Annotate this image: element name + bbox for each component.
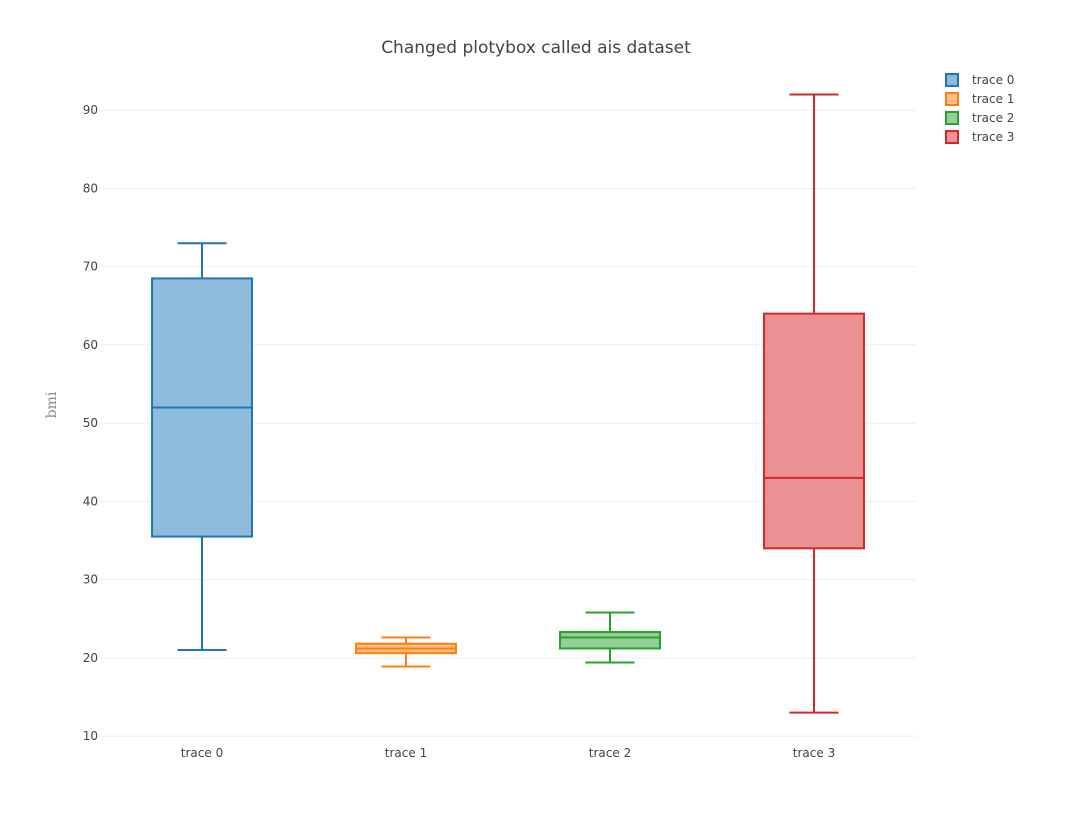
iqr-box — [763, 312, 865, 550]
legend-swatch — [945, 111, 959, 125]
box-trace-3[interactable] — [763, 93, 865, 714]
legend[interactable]: trace 0 trace 1 trace 2 trace 3 — [945, 73, 1014, 144]
box-traces — [151, 93, 865, 714]
legend-swatch — [945, 73, 959, 87]
legend-label: trace 3 — [972, 130, 1014, 144]
legend-item-2[interactable]: trace 2 — [945, 111, 1014, 125]
y-tick-label-50: 50 — [83, 416, 98, 430]
x-axis-ticks: trace 0 trace 1 trace 2 trace 3 — [181, 746, 835, 760]
legend-label: trace 1 — [972, 92, 1014, 106]
legend-item-0[interactable]: trace 0 — [945, 73, 1014, 87]
y-tick-label-70: 70 — [83, 260, 98, 274]
y-tick-label-40: 40 — [83, 494, 98, 508]
y-tick-label-30: 30 — [83, 573, 98, 587]
x-tick-label-3: trace 3 — [793, 746, 835, 760]
legend-label: trace 2 — [972, 111, 1014, 125]
legend-label: trace 0 — [972, 73, 1014, 87]
legend-item-1[interactable]: trace 1 — [945, 92, 1014, 106]
y-tick-label-10: 10 — [83, 729, 98, 743]
y-axis-ticks: 10 20 30 40 50 60 70 80 90 — [83, 103, 98, 743]
box-trace-1[interactable] — [355, 636, 457, 668]
iqr-box — [559, 631, 661, 650]
y-tick-label-80: 80 — [83, 181, 98, 195]
legend-item-3[interactable]: trace 3 — [945, 130, 1014, 144]
x-tick-label-1: trace 1 — [385, 746, 427, 760]
legend-swatch — [945, 92, 959, 106]
y-tick-label-90: 90 — [83, 103, 98, 117]
box-trace-2[interactable] — [559, 611, 661, 664]
y-tick-label-60: 60 — [83, 338, 98, 352]
legend-swatch — [945, 130, 959, 144]
chart-title: Changed plotybox called ais dataset — [381, 38, 691, 58]
x-tick-label-0: trace 0 — [181, 746, 223, 760]
y-axis-label: bmi — [44, 391, 60, 418]
box-trace-0[interactable] — [151, 242, 253, 652]
x-tick-label-2: trace 2 — [589, 746, 631, 760]
y-tick-label-20: 20 — [83, 651, 98, 665]
